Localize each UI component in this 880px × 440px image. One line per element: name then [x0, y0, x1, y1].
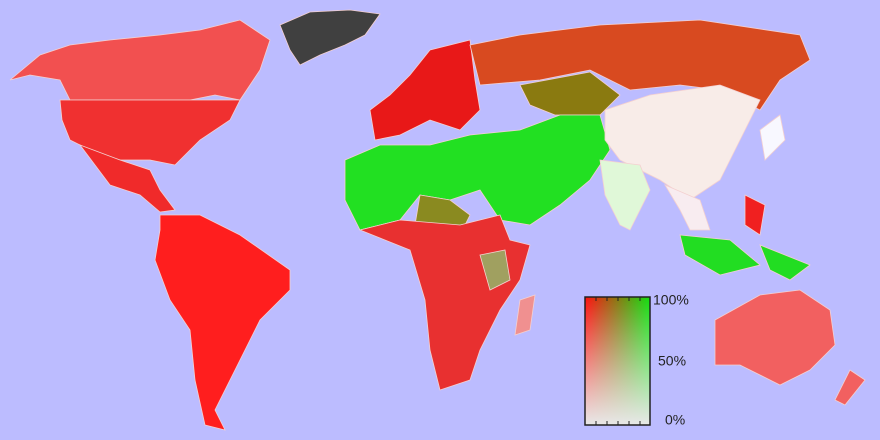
greenland	[279, 9, 381, 66]
india	[599, 159, 651, 231]
legend-ticks	[595, 297, 641, 425]
east-africa	[479, 249, 511, 291]
south-america	[154, 214, 291, 431]
central-america	[78, 144, 176, 213]
canada	[9, 19, 271, 101]
europe	[369, 39, 481, 141]
usa	[59, 99, 241, 166]
philippines	[744, 194, 766, 236]
new-guinea	[759, 244, 811, 281]
indonesia	[679, 234, 761, 276]
new-zealand	[834, 369, 866, 406]
legend-label: 100%	[653, 292, 689, 308]
southeast-asia	[664, 184, 711, 231]
china	[604, 84, 761, 201]
legend-box	[584, 296, 651, 426]
legend-label: 50%	[658, 353, 686, 369]
legend: 100% 50% 0%	[584, 292, 689, 428]
australia	[714, 289, 836, 386]
japan	[759, 114, 786, 161]
legend-label: 0%	[665, 412, 685, 428]
madagascar	[514, 294, 536, 336]
